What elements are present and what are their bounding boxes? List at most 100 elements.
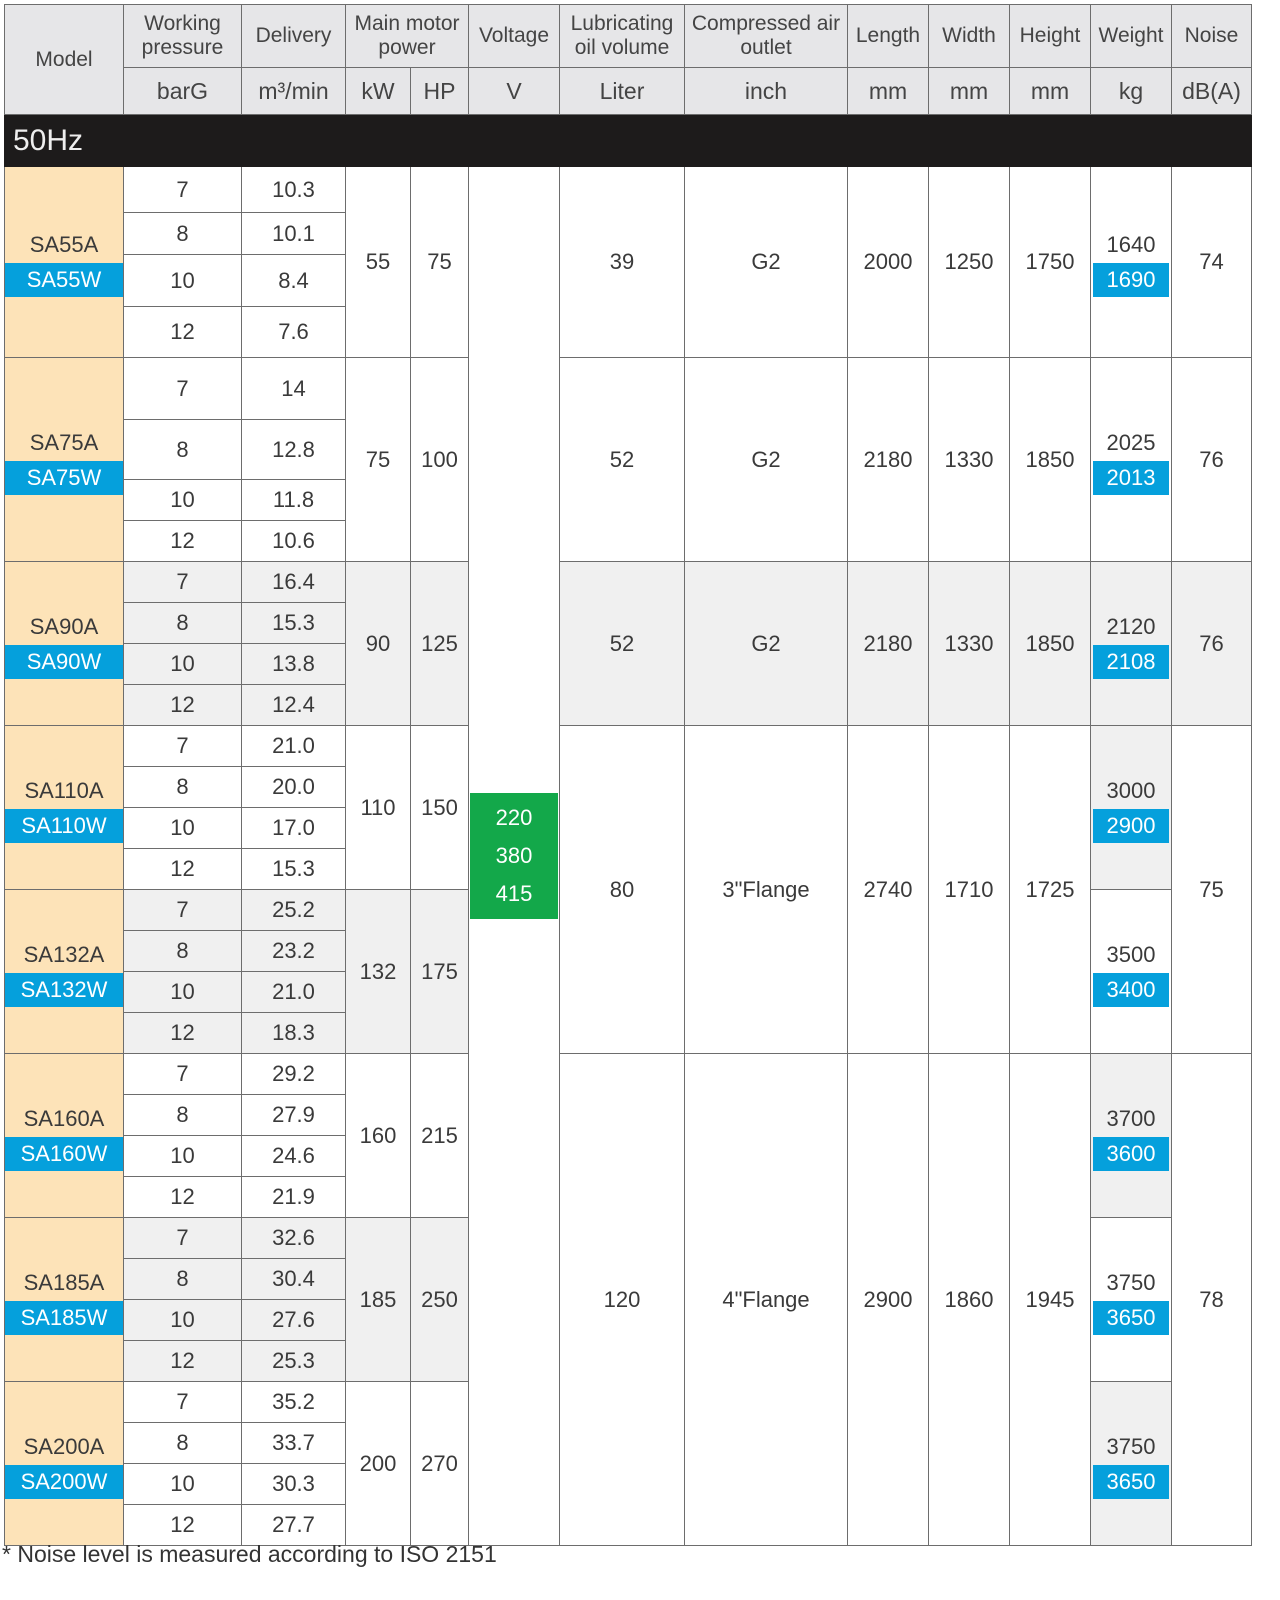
header-height: Height <box>1009 4 1091 68</box>
weight-air-cooled: 3750 <box>1106 1433 1156 1459</box>
model-cell: SA75A SA75W <box>4 357 124 562</box>
model-air-cooled: SA90A <box>29 613 99 639</box>
weight-water-cooled: 3600 <box>1093 1136 1169 1171</box>
table-row: 8 12.8 <box>5 419 1252 480</box>
unit-pressure: barG <box>123 67 242 115</box>
unit-delivery: m³/min <box>241 67 346 115</box>
weight-air-cooled: 3000 <box>1106 777 1156 803</box>
pressure-cell: 12 <box>123 1340 242 1382</box>
table-row: SA160A SA160W 7 29.2 160 215 120 4"Flange 2900 18… <box>4 1053 1252 1546</box>
height-cell: 1725 <box>1009 725 1091 1054</box>
pressure-cell: 8 <box>123 766 242 808</box>
header-width: Width <box>928 4 1010 68</box>
pressure-cell: 10 <box>123 643 242 685</box>
noise-cell: 74 <box>1171 166 1252 358</box>
table-row: SA132A SA132W 7 25.2 132 175 3500 3400 <box>4 889 1252 1054</box>
voltage-badge: 220 380 415 <box>470 793 558 919</box>
unit-kw: kW <box>345 67 411 115</box>
unit-width: mm <box>928 67 1010 115</box>
hp-cell: 125 <box>410 561 469 726</box>
delivery-cell: 30.4 <box>241 1258 346 1300</box>
pressure-cell: 10 <box>123 807 242 849</box>
table-row: SA200A SA200W 7 35.2 200 270 3750 3650 <box>4 1381 1252 1546</box>
model-air-cooled: SA110A <box>24 777 104 803</box>
table-row: 8 33.7 <box>5 1422 1252 1464</box>
delivery-cell: 10.1 <box>241 212 346 255</box>
noise-cell: 76 <box>1171 561 1252 726</box>
delivery-cell: 12.4 <box>241 684 346 726</box>
pressure-cell: 12 <box>123 1504 242 1546</box>
delivery-cell: 21.9 <box>241 1176 346 1218</box>
voltage-value: 415 <box>495 881 533 906</box>
model-air-cooled: SA185A <box>23 1269 105 1295</box>
pressure-cell: 12 <box>123 1012 242 1054</box>
pressure-cell: 12 <box>123 1176 242 1218</box>
height-cell: 1945 <box>1009 1053 1091 1546</box>
hp-cell: 250 <box>410 1217 469 1382</box>
header-oil-volume: Lubricating oil volume <box>559 4 685 68</box>
delivery-cell: 17.0 <box>241 807 346 849</box>
air-outlet-cell: G2 <box>684 357 848 562</box>
table-row: 12 10.6 <box>5 520 1252 562</box>
height-cell: 1850 <box>1009 357 1091 562</box>
delivery-cell: 10.6 <box>241 520 346 562</box>
weight-water-cooled: 3650 <box>1093 1300 1169 1335</box>
model-cell: SA110A SA110W <box>4 725 124 890</box>
table-row: 10 13.8 <box>5 643 1252 685</box>
hp-cell: 270 <box>410 1381 469 1546</box>
unit-hp: HP <box>410 67 469 115</box>
model-cell: SA200A SA200W <box>4 1381 124 1546</box>
model-water-cooled: SA132W <box>5 972 123 1007</box>
table-row: 10 24.6 <box>5 1135 1252 1177</box>
weight-air-cooled: 2120 <box>1106 613 1156 639</box>
footnote: * Noise level is measured according to I… <box>2 1541 497 1567</box>
spec-table-body: SA55A SA55W 7 10.3 55 75 220 380 415 39 G2 2000 1250… <box>4 166 1252 1546</box>
pressure-cell: 8 <box>123 602 242 644</box>
weight-water-cooled: 3650 <box>1093 1464 1169 1499</box>
oil-volume-cell: 39 <box>559 166 685 358</box>
table-row: 10 30.3 <box>5 1463 1252 1505</box>
weight-cell: 3000 2900 <box>1090 725 1172 890</box>
delivery-cell: 8.4 <box>241 254 346 307</box>
weight-air-cooled: 3700 <box>1106 1105 1156 1131</box>
width-cell: 1860 <box>928 1053 1010 1546</box>
delivery-cell: 15.3 <box>241 848 346 890</box>
table-row: 12 18.3 <box>5 1012 1252 1054</box>
model-water-cooled: SA160W <box>5 1136 123 1171</box>
pressure-cell: 8 <box>123 1258 242 1300</box>
model-water-cooled: SA110W <box>5 808 123 843</box>
delivery-cell: 20.0 <box>241 766 346 808</box>
model-cell: SA185A SA185W <box>4 1217 124 1382</box>
table-row: 8 15.3 <box>5 602 1252 644</box>
kw-cell: 55 <box>345 166 411 358</box>
pressure-cell: 7 <box>123 725 242 767</box>
model-water-cooled: SA55W <box>5 263 123 297</box>
weight-cell: 3750 3650 <box>1090 1381 1172 1546</box>
length-cell: 2180 <box>847 357 929 562</box>
delivery-cell: 11.8 <box>241 479 346 521</box>
pressure-cell: 7 <box>123 166 242 213</box>
spec-table: Model Working pressure Delivery Main mot… <box>4 4 1252 1546</box>
weight-water-cooled: 3400 <box>1093 972 1169 1007</box>
delivery-cell: 7.6 <box>241 306 346 358</box>
air-outlet-cell: 3"Flange <box>684 725 848 1054</box>
table-row: 10 17.0 <box>5 807 1252 849</box>
weight-cell: 1640 1690 <box>1090 166 1172 358</box>
pressure-cell: 12 <box>123 684 242 726</box>
kw-cell: 90 <box>345 561 411 726</box>
model-air-cooled: SA75A <box>29 429 99 455</box>
noise-cell: 75 <box>1171 725 1252 1054</box>
pressure-cell: 7 <box>123 1217 242 1259</box>
oil-volume-cell: 80 <box>559 725 685 1054</box>
model-cell: SA132A SA132W <box>4 889 124 1054</box>
delivery-cell: 27.7 <box>241 1504 346 1546</box>
pressure-cell: 8 <box>123 419 242 480</box>
air-outlet-cell: G2 <box>684 561 848 726</box>
delivery-cell: 32.6 <box>241 1217 346 1259</box>
voltage-cell: 220 380 415 <box>468 166 560 1546</box>
hp-cell: 150 <box>410 725 469 890</box>
length-cell: 2180 <box>847 561 929 726</box>
weight-water-cooled: 1690 <box>1093 263 1169 297</box>
model-air-cooled: SA132A <box>23 941 105 967</box>
pressure-cell: 12 <box>123 848 242 890</box>
